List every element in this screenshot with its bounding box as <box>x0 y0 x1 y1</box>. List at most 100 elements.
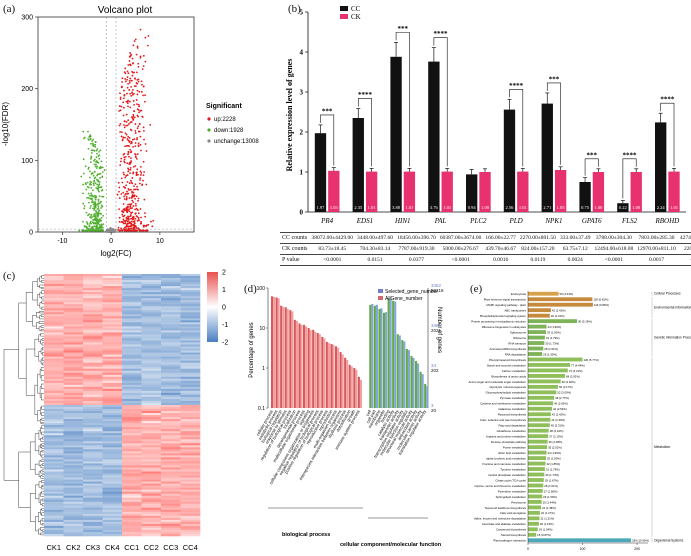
heatmap-cell <box>44 439 64 442</box>
heatmap-cell <box>141 461 162 464</box>
heatmap-cell <box>102 388 123 392</box>
heatmap-cell <box>44 284 64 287</box>
heatmap-cell <box>180 306 201 309</box>
bar-cc-value: 0.75 <box>581 205 590 210</box>
heatmap-cell <box>63 396 84 400</box>
heatmap-cell <box>102 405 123 408</box>
heatmap-cell <box>83 521 103 525</box>
heatmap-cell <box>141 316 162 319</box>
volcano-point-up <box>131 177 134 179</box>
heatmap-cell <box>83 338 103 341</box>
heatmap-cell <box>63 284 84 287</box>
heatmap-cell <box>161 487 181 490</box>
heatmap-cell <box>180 284 201 287</box>
kegg-value-label: 33 (1.90%) <box>547 330 561 334</box>
heatmap-cell <box>122 457 142 460</box>
go-bar-all <box>295 320 298 408</box>
bar-ck <box>592 172 605 212</box>
go-bar-selected <box>415 360 418 408</box>
heatmap-cell <box>141 433 162 436</box>
volcano-point-up <box>144 36 147 39</box>
heatmap-cell <box>180 356 201 359</box>
heatmap-cell <box>63 346 84 349</box>
heatmap-cell <box>83 290 103 293</box>
heatmap-cell <box>44 336 64 339</box>
volcano-point-down <box>89 135 92 138</box>
heatmap-cell <box>141 515 162 519</box>
heatmap-cell <box>83 483 103 486</box>
volcano-point-up <box>131 74 134 77</box>
heatmap-cell <box>44 374 64 378</box>
heatmap-cell <box>161 346 181 349</box>
go-bar-selected <box>325 341 328 408</box>
heatmap-cell <box>83 467 103 470</box>
volcano-point-up <box>131 229 134 232</box>
heatmap-cell <box>102 417 123 420</box>
heatmap-cell <box>161 445 181 448</box>
volcano-point-up <box>144 143 147 145</box>
volcano-point-down <box>84 165 87 168</box>
go-bar-selected <box>410 355 413 408</box>
heatmap-cell <box>102 433 123 436</box>
heatmap-cell <box>63 366 84 370</box>
volcano-point-up <box>134 132 137 134</box>
volcano-point-up <box>140 220 143 223</box>
volcano-point-down <box>87 130 89 133</box>
volcano-point-up <box>128 182 131 185</box>
volcano-point-down <box>92 219 94 221</box>
volcano-point-up <box>119 160 122 163</box>
kegg-bar <box>528 439 548 444</box>
volcano-point-down <box>87 166 90 169</box>
volcano-point-down <box>102 229 104 232</box>
heatmap-cell <box>102 461 123 464</box>
volcano-point-up <box>149 123 152 126</box>
heatmap-cell <box>102 465 123 468</box>
volcano-point-up <box>141 68 144 70</box>
heatmap-cell <box>44 286 64 289</box>
heatmap-cell <box>141 288 162 291</box>
volcano-point-up <box>133 104 135 106</box>
kegg-value-label: 27 (1.56%) <box>544 489 558 493</box>
kegg-category-label: Cysteine and methionine metabolism <box>480 402 527 406</box>
heatmap-cell <box>122 326 142 329</box>
heatmap-cell <box>83 342 103 345</box>
heatmap-cell <box>83 479 103 482</box>
colorbar-tick-label: 2 <box>222 270 226 277</box>
heatmap-cell <box>63 370 84 374</box>
volcano-point-up <box>130 150 133 153</box>
heatmap-cell <box>180 447 201 450</box>
volcano-point-up <box>142 179 144 182</box>
kegg-value-label: 40 (2.31%) <box>551 314 565 318</box>
heatmap-cell <box>63 300 84 303</box>
kegg-category-label: Spliceosome <box>510 330 526 334</box>
bar-cc <box>352 118 364 212</box>
volcano-point-up <box>137 227 139 230</box>
volcano-point-up <box>122 136 125 139</box>
heatmap-cell <box>180 509 201 513</box>
heatmap-cell <box>180 501 201 505</box>
go-bar-all <box>309 329 312 408</box>
kegg-value-label: 77 (4.44%) <box>571 363 585 367</box>
heatmap-cell <box>122 423 142 426</box>
volcano-point-up <box>122 218 125 221</box>
volcano-point-up <box>124 176 127 179</box>
go-ylabel-right: Number of genes <box>436 307 442 353</box>
volcano-point-up <box>128 210 131 213</box>
table-row-header: P value <box>280 254 310 266</box>
heatmap-cell <box>141 411 162 414</box>
go-bar-all <box>291 311 294 408</box>
heatmap-cell <box>180 298 201 301</box>
volcano-point-up <box>137 65 140 68</box>
volcano-point-down <box>101 166 104 169</box>
kegg-value-label: 60 (3.46%) <box>562 380 576 384</box>
heatmap-cell <box>83 477 103 480</box>
heatmap-cell <box>180 340 201 343</box>
heatmap-cell <box>122 425 142 428</box>
heatmap-cell <box>122 483 142 486</box>
heatmap-cell <box>63 455 84 458</box>
kegg-value-label: 22 (1.27%) <box>541 511 555 515</box>
heatmap-cell <box>44 501 64 505</box>
volcano-point-down <box>97 198 100 201</box>
volcano-point-up <box>129 215 132 218</box>
heatmap-cell <box>161 527 181 531</box>
